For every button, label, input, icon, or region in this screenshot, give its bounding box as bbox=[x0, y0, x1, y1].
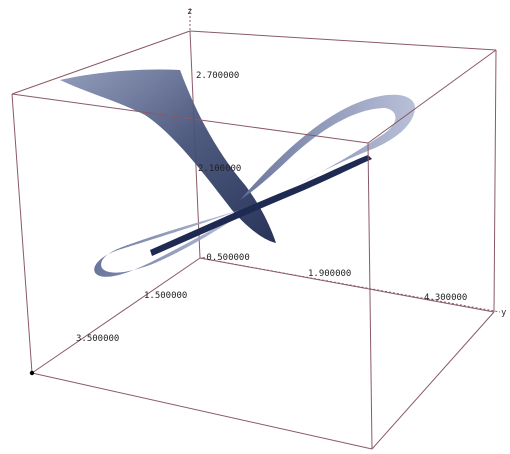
box-edge-front-top-left bbox=[11, 30, 191, 95]
surface-ribbons bbox=[60, 69, 415, 277]
z-tick-label: 2.700000 bbox=[196, 71, 239, 81]
box-edge-front-right bbox=[367, 142, 373, 450]
box-edge-front-bottom-right bbox=[371, 311, 495, 450]
y-tick-label: 1.900000 bbox=[308, 269, 351, 279]
box-edge-back-right bbox=[493, 49, 497, 313]
center-tick-label: 1.500000 bbox=[144, 291, 187, 301]
box-edge-front-top bbox=[11, 93, 369, 144]
ribbon-upper-left-texture bbox=[60, 69, 276, 244]
ribbon-right-loop bbox=[240, 94, 415, 200]
z-tick-label: 2.100000 bbox=[198, 164, 241, 174]
box-edge-back-top bbox=[189, 30, 497, 51]
ribbon-diagonal-strip bbox=[150, 155, 372, 256]
origin-dot bbox=[29, 370, 35, 376]
box-edge-front-top-right bbox=[367, 49, 497, 144]
z-tick-label: -0.500000 bbox=[201, 253, 250, 263]
tick-labels: 2.700000 2.100000 -0.500000 1.900000 4.3… bbox=[76, 71, 467, 344]
y-tick-label: 4.300000 bbox=[424, 293, 467, 303]
box-edge-front-left bbox=[11, 93, 33, 374]
y-axis: y bbox=[199, 257, 507, 318]
box-edge-back-floor-diag bbox=[31, 257, 201, 374]
box-edge-front-bottom bbox=[31, 372, 373, 450]
ribbon-right-loop-texture bbox=[240, 94, 415, 200]
x-tick-label: 3.500000 bbox=[76, 334, 119, 344]
z-axis: z bbox=[187, 7, 192, 31]
y-axis-line bbox=[199, 257, 501, 313]
bounding-box-front bbox=[11, 30, 497, 450]
y-axis-label: y bbox=[501, 308, 507, 318]
z-axis-label: z bbox=[187, 7, 192, 17]
